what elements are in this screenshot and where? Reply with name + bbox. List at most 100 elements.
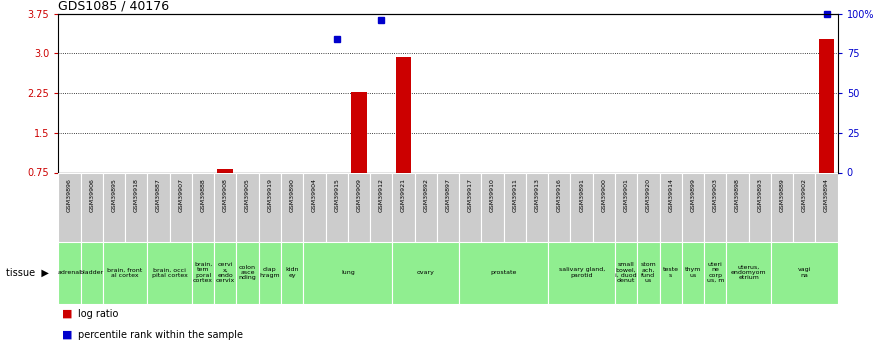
Text: ■: ■ [62,309,73,319]
Text: bladder: bladder [80,270,104,275]
Bar [771,241,838,304]
Text: GSM39908: GSM39908 [223,178,228,212]
Bar [214,172,237,242]
Text: diap
hragm: diap hragm [260,267,280,278]
Text: GSM39894: GSM39894 [824,178,829,212]
Text: GDS1085 / 40176: GDS1085 / 40176 [58,0,169,13]
Text: stom
ach,
fund
us: stom ach, fund us [641,262,657,283]
Bar [727,241,771,304]
Bar [237,241,259,304]
Bar [325,172,348,242]
Text: GSM39917: GSM39917 [468,178,473,212]
Text: kidn
ey: kidn ey [285,267,299,278]
Text: GSM39896: GSM39896 [67,178,72,212]
Bar [819,39,834,172]
Text: brain,
tem
poral
cortex: brain, tem poral cortex [193,262,213,283]
Text: GSM39892: GSM39892 [423,178,428,212]
Text: GSM39898: GSM39898 [735,178,740,212]
Text: ovary: ovary [417,270,435,275]
Bar [615,241,637,304]
Bar [459,241,548,304]
Bar [303,172,325,242]
Text: small
bowel,
i, duod
denut: small bowel, i, duod denut [616,262,637,283]
Text: brain, occi
pital cortex: brain, occi pital cortex [151,267,187,278]
Text: vagi
na: vagi na [797,267,811,278]
Bar [504,172,526,242]
Text: uteri
ne
corp
us, m: uteri ne corp us, m [707,262,724,283]
Bar [415,172,437,242]
Text: GSM39890: GSM39890 [289,178,295,212]
Text: GSM39900: GSM39900 [601,178,607,212]
Text: lung: lung [340,270,355,275]
Bar [125,172,147,242]
Text: GSM39912: GSM39912 [379,178,383,212]
Bar [682,172,704,242]
Bar [259,241,281,304]
Text: log ratio: log ratio [78,309,118,319]
Bar [147,241,192,304]
Text: GSM39893: GSM39893 [757,178,762,212]
Text: GSM39888: GSM39888 [201,178,205,212]
Bar [548,241,615,304]
Bar [58,241,81,304]
Text: brain, front
al cortex: brain, front al cortex [108,267,142,278]
Text: GSM39899: GSM39899 [691,178,695,212]
Bar [303,241,392,304]
Text: GSM39887: GSM39887 [156,178,161,212]
Text: GSM39905: GSM39905 [245,178,250,212]
Bar [259,172,281,242]
Bar [682,241,704,304]
Bar [793,172,815,242]
Text: prostate: prostate [490,270,517,275]
Text: percentile rank within the sample: percentile rank within the sample [78,330,243,339]
Bar [81,241,103,304]
Bar [103,172,125,242]
Text: cervi
x,
endo
cervix: cervi x, endo cervix [216,262,235,283]
Bar [351,92,366,172]
Text: adrenal: adrenal [57,270,82,275]
Bar [659,172,682,242]
Bar [749,172,771,242]
Bar [704,172,727,242]
Text: salivary gland,
parotid: salivary gland, parotid [558,267,605,278]
Bar [571,172,593,242]
Text: GSM39911: GSM39911 [513,178,517,212]
Text: tissue  ▶: tissue ▶ [6,268,49,277]
Bar [169,172,192,242]
Text: GSM39921: GSM39921 [401,178,406,212]
Bar [771,172,793,242]
Text: ■: ■ [62,330,73,339]
Text: GSM39920: GSM39920 [646,178,651,212]
Bar [147,172,169,242]
Bar [615,172,637,242]
Bar [659,241,682,304]
Text: GSM39904: GSM39904 [312,178,317,212]
Bar [548,172,571,242]
Text: GSM39901: GSM39901 [624,178,629,212]
Bar [637,172,659,242]
Text: GSM39897: GSM39897 [445,178,451,212]
Bar [192,172,214,242]
Text: GSM39906: GSM39906 [89,178,94,212]
Text: colon
asce
nding: colon asce nding [238,265,256,280]
Text: thym
us: thym us [685,267,702,278]
Text: GSM39918: GSM39918 [134,178,139,212]
Bar [437,172,459,242]
Bar [704,241,727,304]
Bar [396,57,411,172]
Bar [815,172,838,242]
Bar [237,172,259,242]
Bar [281,172,303,242]
Bar [727,172,749,242]
Text: GSM39916: GSM39916 [556,178,562,212]
Text: GSM39903: GSM39903 [712,178,718,212]
Bar [637,241,659,304]
Text: GSM39913: GSM39913 [535,178,539,212]
Bar [481,172,504,242]
Text: teste
s: teste s [663,267,679,278]
Text: GSM39891: GSM39891 [579,178,584,212]
Text: GSM39907: GSM39907 [178,178,184,212]
Bar [392,241,459,304]
Text: GSM39914: GSM39914 [668,178,673,212]
Text: GSM39919: GSM39919 [267,178,272,212]
